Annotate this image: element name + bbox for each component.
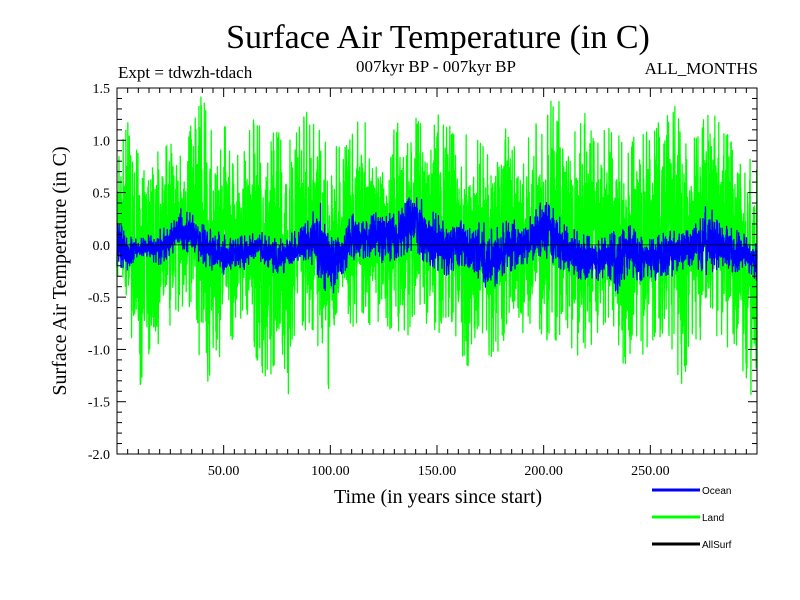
y-tick-label: 1.0	[93, 134, 111, 149]
y-tick-label: 1.5	[93, 82, 111, 97]
y-tick-label: 0.5	[93, 187, 111, 202]
chart-subtitle: 007kyr BP - 007kyr BP	[356, 57, 516, 76]
y-tick-label: -0.5	[88, 291, 110, 306]
x-tick-label: 100.00	[311, 464, 350, 479]
y-tick-label: -1.5	[88, 396, 110, 411]
y-tick-label: -2.0	[88, 448, 110, 463]
x-tick-label: 250.00	[631, 464, 670, 479]
period-label: ALL_MONTHS	[645, 59, 758, 78]
x-tick-label: 200.00	[524, 464, 563, 479]
legend-label-allsurf: AllSurf	[702, 540, 732, 551]
experiment-label: Expt = tdwzh-tdach	[118, 63, 253, 82]
y-axis-label: Surface Air Temperature (in C)	[49, 146, 71, 395]
x-tick-label: 150.00	[418, 464, 457, 479]
chart-title: Surface Air Temperature (in C)	[226, 19, 650, 56]
legend-label-land: Land	[702, 513, 724, 524]
legend: Ocean Land AllSurf	[652, 486, 732, 551]
x-tick-label: 50.00	[208, 464, 240, 479]
series-line-ocean	[116, 197, 758, 294]
y-tick-label: 0.0	[93, 239, 111, 254]
y-tick-label: -1.0	[88, 343, 110, 358]
axis-ticks: -2.0 -1.5 -1.0 -0.5 0.0 0.5 1.0 1.5 50.00 100.00 1…	[88, 82, 757, 479]
legend-label-ocean: Ocean	[702, 486, 731, 497]
x-axis-label: Time (in years since start)	[334, 486, 542, 508]
plot-area	[116, 87, 758, 455]
